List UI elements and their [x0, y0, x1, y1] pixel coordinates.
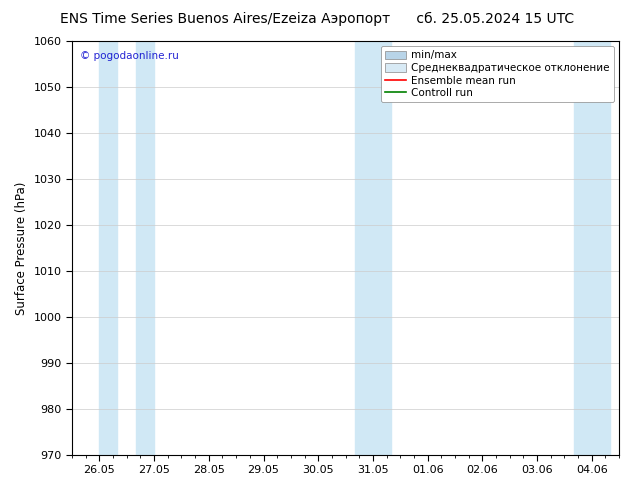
Bar	[136, 41, 154, 455]
Text: © pogodaonline.ru: © pogodaonline.ru	[81, 51, 179, 61]
Y-axis label: Surface Pressure (hPa): Surface Pressure (hPa)	[15, 181, 28, 315]
Bar	[355, 41, 373, 455]
Bar	[592, 41, 610, 455]
Text: ENS Time Series Buenos Aires/Ezeiza Аэропорт      сб. 25.05.2024 15 UTC: ENS Time Series Buenos Aires/Ezeiza Аэро…	[60, 12, 574, 26]
Bar	[574, 41, 592, 455]
Bar	[373, 41, 391, 455]
Legend: min/max, Среднеквадратическое отклонение, Ensemble mean run, Controll run: min/max, Среднеквадратическое отклонение…	[381, 46, 614, 102]
Bar	[100, 41, 117, 455]
